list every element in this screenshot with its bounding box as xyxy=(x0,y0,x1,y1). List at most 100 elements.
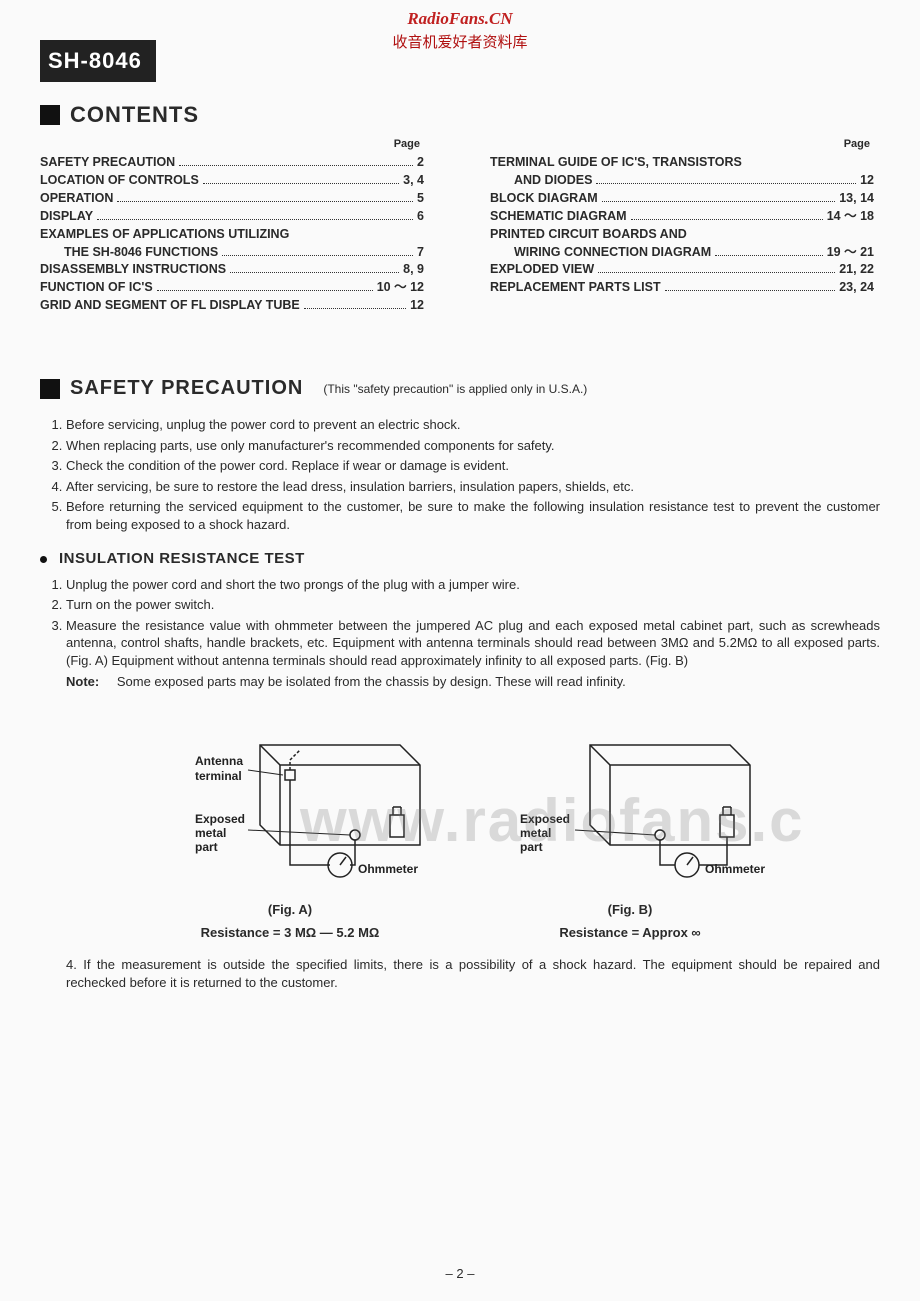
toc-page: 7 xyxy=(417,244,430,261)
toc-page: 5 xyxy=(417,190,430,207)
insulation-item: Unplug the power cord and short the two … xyxy=(66,576,880,594)
toc-page: 13, 14 xyxy=(839,190,880,207)
toc-row: REPLACEMENT PARTS LIST 23, 24 xyxy=(490,279,880,296)
fig-b-resistance: Resistance = Approx ∞ xyxy=(480,924,780,942)
document-page: RadioFans.CN 收音机爱好者资料库 SH-8046 CONTENTS … xyxy=(0,0,920,1301)
safety-heading: SAFETY PRECAUTION (This "safety precauti… xyxy=(40,375,880,402)
toc-row: DISPLAY 6 xyxy=(40,208,430,225)
toc-page: 2 xyxy=(417,154,430,171)
toc-page: 12 xyxy=(860,172,880,189)
toc-label: DISPLAY xyxy=(40,208,93,225)
toc-label: WIRING CONNECTION DIAGRAM xyxy=(490,244,711,261)
fig-a-ohm: Ohmmeter xyxy=(358,862,418,876)
toc-row: PRINTED CIRCUIT BOARDS AND xyxy=(490,226,880,243)
toc-label: TERMINAL GUIDE OF IC'S, TRANSISTORS xyxy=(490,154,742,171)
square-icon xyxy=(40,105,60,125)
toc-dots xyxy=(157,290,373,291)
contents-title: CONTENTS xyxy=(70,100,199,130)
figure-a: Antenna terminal Exposed metal part Ohmm… xyxy=(140,715,440,942)
square-icon xyxy=(40,379,60,399)
page-header-left: Page xyxy=(40,137,430,152)
watermark-line1: RadioFans.CN xyxy=(0,8,920,31)
figure-b: Exposed metal part Ohmmeter (Fig. B) Res… xyxy=(480,715,780,942)
toc-label: PRINTED CIRCUIT BOARDS AND xyxy=(490,226,687,243)
toc-page: 3, 4 xyxy=(403,172,430,189)
fig-a-exposed: Exposed xyxy=(195,812,245,826)
toc-row: THE SH-8046 FUNCTIONS 7 xyxy=(40,244,430,261)
toc-label: LOCATION OF CONTROLS xyxy=(40,172,199,189)
fig-a-part: part xyxy=(195,840,218,854)
toc-label: THE SH-8046 FUNCTIONS xyxy=(40,244,218,261)
toc-row: AND DIODES 12 xyxy=(490,172,880,189)
toc-dots xyxy=(179,165,413,166)
fig-b-caption: (Fig. B) xyxy=(480,901,780,919)
toc-page: 12 xyxy=(410,297,430,314)
safety-item: Before returning the serviced equipment … xyxy=(66,498,880,533)
toc-page: 10 ～ 12 xyxy=(377,279,430,296)
insulation-list: Unplug the power cord and short the two … xyxy=(66,576,880,670)
safety-note: (This "safety precaution" is applied onl… xyxy=(323,381,587,397)
toc-label: EXPLODED VIEW xyxy=(490,261,594,278)
note-text: Some exposed parts may be isolated from … xyxy=(117,674,626,689)
toc-label: BLOCK DIAGRAM xyxy=(490,190,598,207)
toc-dots xyxy=(665,290,836,291)
toc-page: 6 xyxy=(417,208,430,225)
safety-title: SAFETY PRECAUTION xyxy=(70,375,303,402)
toc-row: LOCATION OF CONTROLS 3, 4 xyxy=(40,172,430,189)
toc-page: 8, 9 xyxy=(403,261,430,278)
toc-label: EXAMPLES OF APPLICATIONS UTILIZING xyxy=(40,226,289,243)
safety-item: After servicing, be sure to restore the … xyxy=(66,478,880,496)
toc-page: 21, 22 xyxy=(839,261,880,278)
toc-dots xyxy=(304,308,406,309)
toc-page: 19 ～ 21 xyxy=(827,244,880,261)
fig-a-resistance: Resistance = 3 MΩ — 5.2 MΩ xyxy=(140,924,440,942)
note-line: Note: Some exposed parts may be isolated… xyxy=(66,673,880,691)
toc-label: AND DIODES xyxy=(490,172,592,189)
toc-row: EXPLODED VIEW 21, 22 xyxy=(490,261,880,278)
watermark-line2: 收音机爱好者资料库 xyxy=(0,33,920,53)
fig-a-terminal: terminal xyxy=(195,769,242,783)
watermark-header: RadioFans.CN 收音机爱好者资料库 xyxy=(0,8,920,53)
insulation-item: Measure the resistance value with ohmmet… xyxy=(66,617,880,670)
toc-row: EXAMPLES OF APPLICATIONS UTILIZING xyxy=(40,226,430,243)
insulation-item-4: 4. If the measurement is outside the spe… xyxy=(66,956,880,991)
fig-a-antenna: Antenna xyxy=(195,754,243,768)
fig-a-caption: (Fig. A) xyxy=(140,901,440,919)
insulation-item: Turn on the power switch. xyxy=(66,596,880,614)
figures-row: Antenna terminal Exposed metal part Ohmm… xyxy=(40,715,880,942)
safety-item: When replacing parts, use only manufactu… xyxy=(66,437,880,455)
fig-b-exposed: Exposed xyxy=(520,812,570,826)
toc-label: DISASSEMBLY INSTRUCTIONS xyxy=(40,261,226,278)
toc-dots xyxy=(715,255,823,256)
contents-right-col: Page TERMINAL GUIDE OF IC'S, TRANSISTORS… xyxy=(490,137,880,315)
toc-dots xyxy=(602,201,836,202)
fig-b-metal: metal xyxy=(520,826,551,840)
figure-a-svg: Antenna terminal Exposed metal part Ohmm… xyxy=(140,715,440,895)
page-header-right: Page xyxy=(490,137,880,152)
toc-label: SAFETY PRECAUTION xyxy=(40,154,175,171)
toc-page: 23, 24 xyxy=(839,279,880,296)
toc-dots xyxy=(203,183,399,184)
toc-page: 14 ～ 18 xyxy=(827,208,880,225)
toc-row: BLOCK DIAGRAM 13, 14 xyxy=(490,190,880,207)
toc-label: REPLACEMENT PARTS LIST xyxy=(490,279,661,296)
contents-columns: Page SAFETY PRECAUTION2LOCATION OF CONTR… xyxy=(40,137,880,315)
note-label: Note: xyxy=(66,674,99,689)
toc-label: GRID AND SEGMENT OF FL DISPLAY TUBE xyxy=(40,297,300,314)
toc-row: SAFETY PRECAUTION 2 xyxy=(40,154,430,171)
toc-dots xyxy=(222,255,413,256)
toc-label: SCHEMATIC DIAGRAM xyxy=(490,208,627,225)
toc-dots xyxy=(631,219,823,220)
fig-b-part: part xyxy=(520,840,543,854)
fig-a-metal: metal xyxy=(195,826,226,840)
contents-left-col: Page SAFETY PRECAUTION2LOCATION OF CONTR… xyxy=(40,137,430,315)
fig-b-ohm: Ohmmeter xyxy=(705,862,765,876)
toc-dots xyxy=(230,272,399,273)
bullet-icon xyxy=(40,556,47,563)
toc-dots xyxy=(596,183,856,184)
safety-item: Before servicing, unplug the power cord … xyxy=(66,416,880,434)
safety-item: Check the condition of the power cord. R… xyxy=(66,457,880,475)
toc-row: DISASSEMBLY INSTRUCTIONS 8, 9 xyxy=(40,261,430,278)
toc-dots xyxy=(598,272,835,273)
toc-row: TERMINAL GUIDE OF IC'S, TRANSISTORS xyxy=(490,154,880,171)
